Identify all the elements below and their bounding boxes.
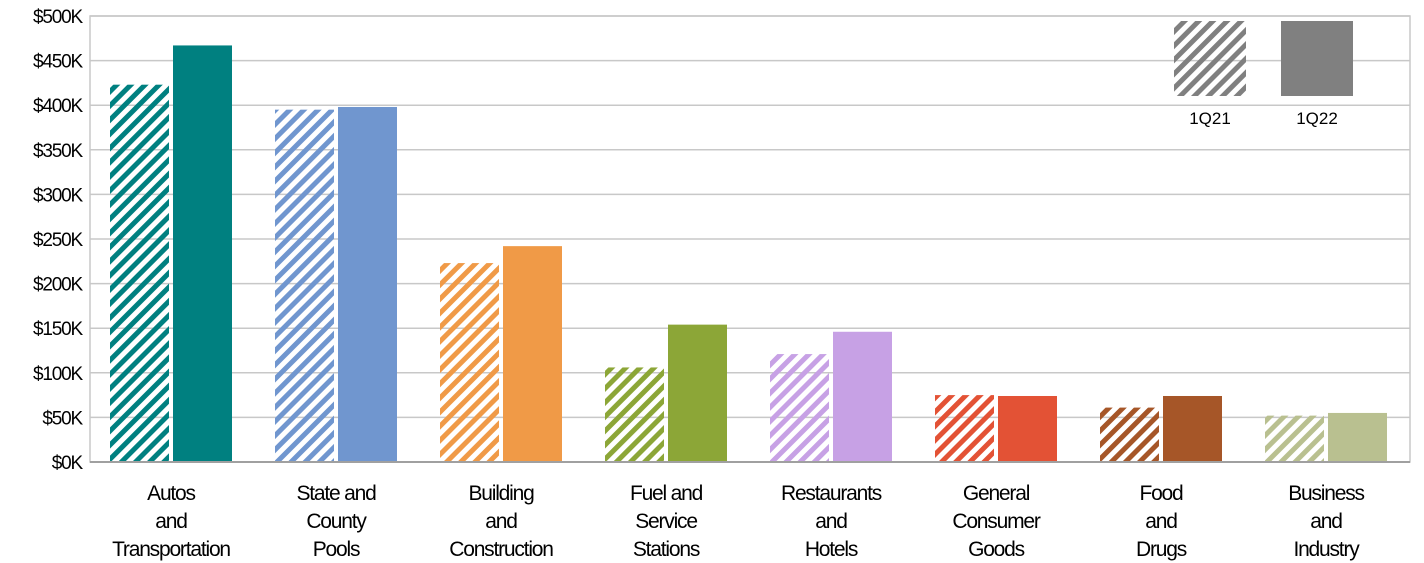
y-tick-label: $150K [33,319,83,340]
bar-1q22-0 [173,45,232,462]
y-tick-label: $100K [33,364,83,385]
bar-1q22-7 [1328,412,1387,462]
bar-1q21-1 [275,109,334,462]
y-tick-label: $400K [33,96,83,117]
legend-swatch-1q21 [1174,21,1246,96]
x-category-label: General Consumer Goods [952,482,1040,561]
x-category-label: Food and Drugs [1136,482,1187,561]
y-tick-label: $200K [33,275,83,296]
y-tick-label: $250K [33,230,83,251]
bar-1q21-7 [1265,415,1324,462]
legend-label-1q21: 1Q21 [1189,109,1231,128]
x-category-label: Building and Construction [449,482,553,561]
bar-1q21-3 [605,367,664,462]
y-tick-label: $350K [33,141,83,162]
x-axis-category-labels: Autos and Transportation State and County Poo… [112,482,1366,561]
bar-1q21-5 [935,395,994,462]
axes [89,15,1411,463]
legend-swatch-1q22 [1281,21,1353,96]
x-category-label: Restaurants and Hotels [781,482,882,561]
bar-1q21-4 [770,354,829,462]
legend: 1Q21 1Q22 [1174,21,1353,128]
y-tick-label: $500K [33,7,83,28]
x-category-label: Business and Industry [1288,482,1364,561]
bar-1q22-1 [338,106,397,462]
bar-1q22-2 [503,246,562,462]
bar-1q21-2 [440,263,499,462]
bar-1q21-0 [110,84,169,463]
bar-1q22-5 [998,395,1057,462]
bar-1q22-4 [833,331,892,462]
bar-1q22-6 [1163,395,1222,462]
y-axis-tick-labels: $0K $50K $100K $150K $200K $250K $300K $350K $40… [33,7,85,474]
bars [110,45,1387,463]
legend-label-1q22: 1Q22 [1296,109,1338,128]
x-category-label: State and County Pools [296,482,376,561]
y-tick-label: $0K [52,453,84,474]
bar-1q21-6 [1100,407,1159,462]
y-tick-label: $450K [33,52,83,73]
x-category-label: Fuel and Service Stations [630,482,703,561]
bar-1q22-3 [668,324,727,462]
x-category-label: Autos and Transportation [112,482,230,561]
y-tick-label: $50K [42,408,83,429]
y-tick-label: $300K [33,185,83,206]
